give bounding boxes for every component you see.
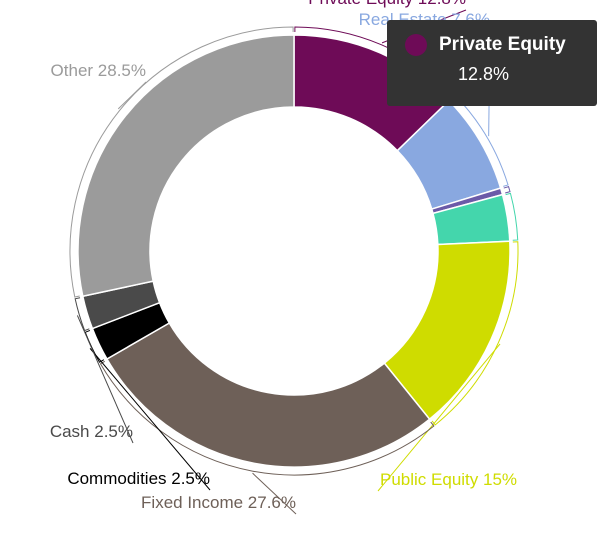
label-fixed-income: Fixed Income 27.6% bbox=[141, 493, 296, 512]
slice-fixed-income[interactable] bbox=[105, 321, 431, 468]
label-commodities: Commodities 2.5% bbox=[67, 469, 210, 488]
label-cash: Cash 2.5% bbox=[50, 422, 133, 441]
bracket-3 bbox=[505, 192, 519, 241]
tooltip-color-dot bbox=[405, 34, 427, 56]
tooltip-value: 12.8% bbox=[458, 64, 510, 84]
slice-other[interactable] bbox=[77, 34, 295, 298]
connector-fixed-income bbox=[252, 472, 297, 515]
chart-tooltip: Private Equity 12.8% bbox=[387, 20, 597, 106]
connector-cash bbox=[76, 315, 134, 444]
bracket-7 bbox=[74, 297, 90, 332]
label-public-equity: Public Equity 15% bbox=[380, 470, 517, 489]
connector-other bbox=[117, 81, 147, 110]
bracket-8 bbox=[69, 26, 294, 298]
donut-slices bbox=[77, 34, 511, 468]
tooltip-series-name: Private Equity bbox=[439, 34, 566, 55]
bracket-5 bbox=[99, 360, 435, 476]
connector-commodities bbox=[89, 348, 211, 491]
bracket-4 bbox=[431, 241, 519, 426]
connector-public-equity bbox=[377, 343, 501, 492]
bracket-2 bbox=[503, 186, 511, 194]
label-other: Other 28.5% bbox=[51, 61, 146, 80]
label-private-equity: Private Equity 12.8% bbox=[308, 0, 466, 8]
